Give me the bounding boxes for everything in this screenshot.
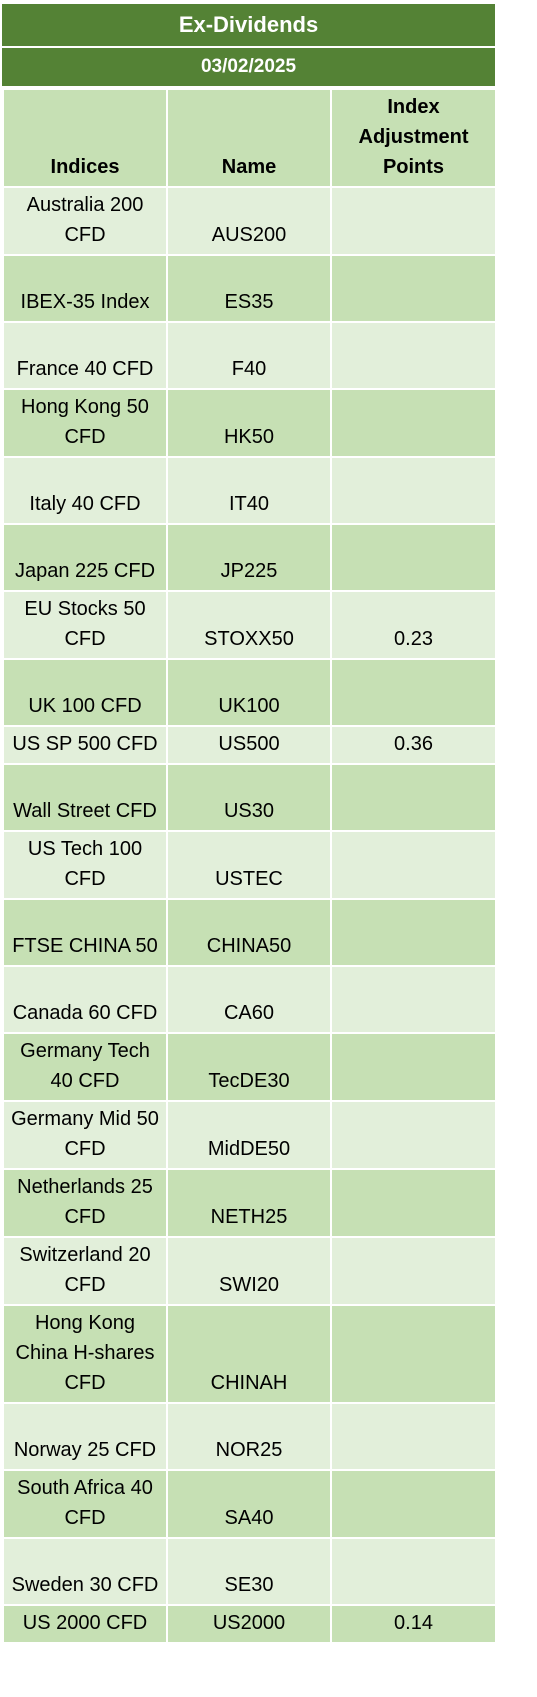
index-cell: Hong Kong 50 CFD bbox=[2, 388, 168, 458]
points-cell bbox=[330, 965, 497, 1034]
points-cell bbox=[330, 830, 497, 900]
table-row: EU Stocks 50 CFD STOXX50 0.23 bbox=[2, 590, 497, 660]
name-cell: TecDE30 bbox=[166, 1032, 332, 1102]
name-cell: SA40 bbox=[166, 1469, 332, 1539]
header-adjustment-points: Index Adjustment Points bbox=[330, 88, 497, 188]
name-cell: US500 bbox=[166, 725, 332, 765]
points-cell bbox=[330, 1100, 497, 1170]
name-cell: CA60 bbox=[166, 965, 332, 1034]
index-cell: Germany Mid 50 CFD bbox=[2, 1100, 168, 1170]
index-cell: Netherlands 25 CFD bbox=[2, 1168, 168, 1238]
points-cell bbox=[330, 321, 497, 390]
table-row: Hong Kong 50 CFD HK50 bbox=[2, 388, 497, 458]
index-cell: Wall Street CFD bbox=[2, 763, 168, 832]
points-cell bbox=[330, 456, 497, 525]
table-row: FTSE CHINA 50 CHINA50 bbox=[2, 898, 497, 967]
index-cell: US SP 500 CFD bbox=[2, 725, 168, 765]
index-cell: Italy 40 CFD bbox=[2, 456, 168, 525]
ex-dividends-sheet: Ex-Dividends 03/02/2025 Indices Name Ind… bbox=[2, 4, 497, 1644]
points-cell bbox=[330, 523, 497, 592]
table-row: US 2000 CFD US2000 0.14 bbox=[2, 1604, 497, 1644]
name-cell: SE30 bbox=[166, 1537, 332, 1606]
index-cell: Canada 60 CFD bbox=[2, 965, 168, 1034]
table-row: IBEX-35 Index ES35 bbox=[2, 254, 497, 323]
table-row: Australia 200 CFD AUS200 bbox=[2, 186, 497, 256]
points-cell bbox=[330, 1469, 497, 1539]
points-cell bbox=[330, 658, 497, 727]
name-cell: SWI20 bbox=[166, 1236, 332, 1306]
name-cell: CHINAH bbox=[166, 1304, 332, 1404]
table-row: UK 100 CFD UK100 bbox=[2, 658, 497, 727]
name-cell: HK50 bbox=[166, 388, 332, 458]
sheet-title: Ex-Dividends bbox=[2, 4, 495, 48]
name-cell: NETH25 bbox=[166, 1168, 332, 1238]
table-row: Sweden 30 CFD SE30 bbox=[2, 1537, 497, 1606]
index-cell: France 40 CFD bbox=[2, 321, 168, 390]
points-cell bbox=[330, 1537, 497, 1606]
index-cell: EU Stocks 50 CFD bbox=[2, 590, 168, 660]
name-cell: UK100 bbox=[166, 658, 332, 727]
name-cell: ES35 bbox=[166, 254, 332, 323]
points-cell bbox=[330, 763, 497, 832]
index-cell: Sweden 30 CFD bbox=[2, 1537, 168, 1606]
points-cell bbox=[330, 1402, 497, 1471]
points-cell bbox=[330, 1168, 497, 1238]
header-indices: Indices bbox=[2, 88, 168, 188]
table-row: Italy 40 CFD IT40 bbox=[2, 456, 497, 525]
index-cell: Norway 25 CFD bbox=[2, 1402, 168, 1471]
points-cell bbox=[330, 1032, 497, 1102]
dividends-table: Indices Name Index Adjustment Points Aus… bbox=[2, 88, 497, 1644]
name-cell: AUS200 bbox=[166, 186, 332, 256]
sheet-date: 03/02/2025 bbox=[2, 48, 495, 88]
points-cell bbox=[330, 1304, 497, 1404]
index-cell: US 2000 CFD bbox=[2, 1604, 168, 1644]
index-cell: Hong Kong China H-shares CFD bbox=[2, 1304, 168, 1404]
header-adjustment-line1: Index bbox=[387, 96, 440, 118]
points-cell: 0.23 bbox=[330, 590, 497, 660]
table-row: Hong Kong China H-shares CFD CHINAH bbox=[2, 1304, 497, 1404]
name-cell: JP225 bbox=[166, 523, 332, 592]
points-cell: 0.36 bbox=[330, 725, 497, 765]
points-cell bbox=[330, 388, 497, 458]
table-row: Norway 25 CFD NOR25 bbox=[2, 1402, 497, 1471]
points-cell bbox=[330, 898, 497, 967]
table-row: Japan 225 CFD JP225 bbox=[2, 523, 497, 592]
name-cell: CHINA50 bbox=[166, 898, 332, 967]
index-cell: Germany Tech 40 CFD bbox=[2, 1032, 168, 1102]
name-cell: US30 bbox=[166, 763, 332, 832]
table-row: South Africa 40 CFD SA40 bbox=[2, 1469, 497, 1539]
index-cell: South Africa 40 CFD bbox=[2, 1469, 168, 1539]
name-cell: US2000 bbox=[166, 1604, 332, 1644]
header-adjustment-line2: Adjustment bbox=[358, 126, 469, 148]
index-cell: IBEX-35 Index bbox=[2, 254, 168, 323]
index-cell: FTSE CHINA 50 bbox=[2, 898, 168, 967]
points-cell bbox=[330, 254, 497, 323]
table-row: Germany Mid 50 CFD MidDE50 bbox=[2, 1100, 497, 1170]
header-adjustment-line3: Points bbox=[382, 156, 445, 178]
table-row: France 40 CFD F40 bbox=[2, 321, 497, 390]
index-cell: Switzerland 20 CFD bbox=[2, 1236, 168, 1306]
points-cell bbox=[330, 1236, 497, 1306]
table-row: Wall Street CFD US30 bbox=[2, 763, 497, 832]
table-row: Netherlands 25 CFD NETH25 bbox=[2, 1168, 497, 1238]
index-cell: Australia 200 CFD bbox=[2, 186, 168, 256]
name-cell: IT40 bbox=[166, 456, 332, 525]
index-cell: Japan 225 CFD bbox=[2, 523, 168, 592]
points-cell bbox=[330, 186, 497, 256]
table-row: US SP 500 CFD US500 0.36 bbox=[2, 725, 497, 765]
name-cell: USTEC bbox=[166, 830, 332, 900]
name-cell: STOXX50 bbox=[166, 590, 332, 660]
name-cell: MidDE50 bbox=[166, 1100, 332, 1170]
table-row: US Tech 100 CFD USTEC bbox=[2, 830, 497, 900]
header-row: Indices Name Index Adjustment Points bbox=[2, 88, 497, 188]
index-cell: UK 100 CFD bbox=[2, 658, 168, 727]
table-row: Germany Tech 40 CFD TecDE30 bbox=[2, 1032, 497, 1102]
points-cell: 0.14 bbox=[330, 1604, 497, 1644]
table-row: Switzerland 20 CFD SWI20 bbox=[2, 1236, 497, 1306]
name-cell: F40 bbox=[166, 321, 332, 390]
table-row: Canada 60 CFD CA60 bbox=[2, 965, 497, 1034]
name-cell: NOR25 bbox=[166, 1402, 332, 1471]
header-name: Name bbox=[166, 88, 332, 188]
index-cell: US Tech 100 CFD bbox=[2, 830, 168, 900]
